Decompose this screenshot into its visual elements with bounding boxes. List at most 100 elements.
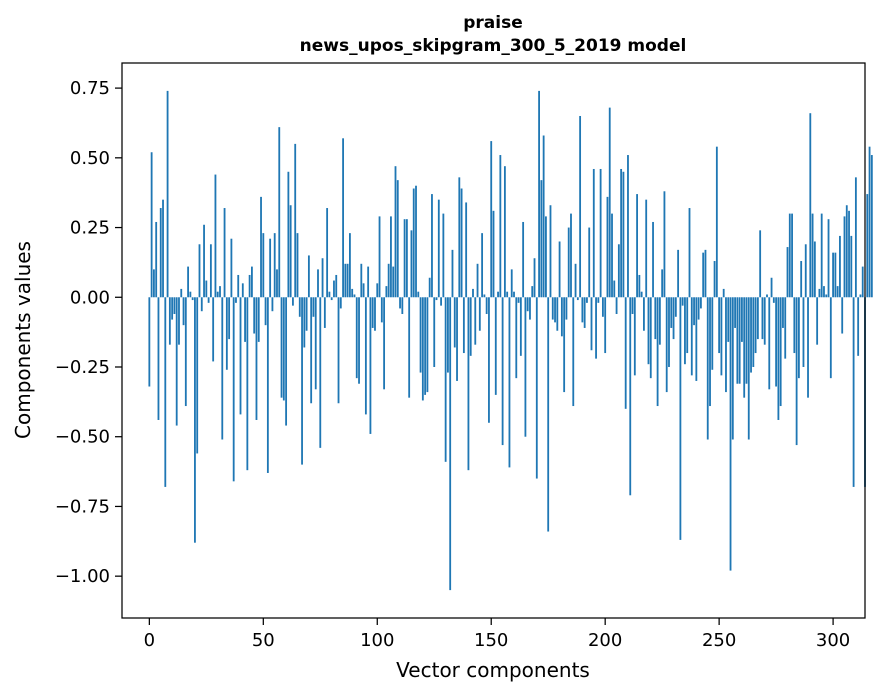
- bar-7: [164, 297, 167, 487]
- bar-122: [426, 297, 429, 393]
- bar-299: [829, 297, 832, 379]
- bar-79: [328, 291, 331, 298]
- bar-311: [857, 297, 860, 356]
- bar-243: [702, 252, 705, 298]
- bar-285: [797, 297, 800, 379]
- bar-186: [572, 297, 575, 407]
- bar-54: [271, 297, 274, 312]
- bar-228: [668, 297, 670, 367]
- bar-192: [586, 297, 588, 303]
- y-tick-label-7: 0.75: [70, 78, 110, 99]
- bar-140: [467, 297, 470, 471]
- bar-269: [761, 297, 764, 340]
- bar-224: [658, 297, 661, 345]
- bar-267: [756, 297, 759, 340]
- bar-107: [392, 266, 395, 298]
- axes-ticks: 0 50 100 150 200 250 300 −1.00 −0.75 −0.50 −0.25 0.…: [55, 78, 850, 651]
- bar-9: [168, 297, 171, 345]
- bar-160: [513, 291, 515, 298]
- bar-307: [848, 210, 850, 298]
- bar-92: [358, 297, 360, 384]
- bar-102: [380, 297, 383, 323]
- bar-206: [617, 244, 620, 298]
- bar-259: [738, 297, 741, 384]
- x-tick-label-1: 50: [252, 630, 275, 651]
- bar-204: [613, 280, 616, 298]
- bar-317: [870, 155, 873, 298]
- bar-295: [820, 213, 823, 298]
- bar-136: [458, 177, 461, 298]
- bar-66: [298, 297, 301, 317]
- bar-242: [699, 297, 702, 309]
- bar-265: [752, 297, 755, 367]
- bar-191: [583, 297, 586, 328]
- bar-173: [542, 135, 545, 298]
- bar-1: [150, 152, 153, 298]
- bar-291: [811, 213, 814, 298]
- bar-56: [276, 269, 278, 298]
- bar-96: [367, 266, 370, 298]
- bar-68: [303, 297, 306, 348]
- bar-104: [385, 286, 388, 298]
- bar-18: [189, 291, 192, 298]
- bar-111: [401, 297, 404, 314]
- bar-43: [246, 297, 249, 471]
- bar-232: [677, 249, 680, 298]
- bar-276: [777, 297, 780, 420]
- bars-group: [148, 90, 873, 591]
- bar-225: [661, 269, 664, 298]
- y-tick-label-1: −0.75: [55, 496, 110, 517]
- bar-233: [679, 297, 682, 540]
- bar-105: [387, 263, 390, 298]
- bar-282: [791, 213, 793, 298]
- bar-260: [741, 297, 743, 342]
- bar-147: [483, 294, 486, 298]
- bar-25: [205, 280, 208, 298]
- bar-65: [296, 233, 299, 298]
- bar-40: [239, 297, 242, 415]
- bar-144: [476, 263, 479, 298]
- bar-146: [481, 233, 484, 298]
- bar-22: [198, 244, 201, 298]
- bar-103: [383, 297, 386, 390]
- bar-3: [155, 221, 158, 298]
- bar-165: [524, 297, 527, 437]
- bar-237: [688, 208, 691, 298]
- bar-238: [690, 297, 693, 376]
- bar-184: [567, 227, 570, 298]
- bar-286: [800, 261, 803, 298]
- chart-title: praise: [463, 13, 523, 33]
- bar-180: [558, 241, 561, 298]
- bar-166: [526, 297, 529, 312]
- x-tick-label-3: 150: [474, 630, 508, 651]
- bar-64: [294, 143, 297, 298]
- bar-216: [640, 291, 643, 298]
- bar-284: [795, 297, 798, 446]
- bar-89: [351, 288, 354, 298]
- bar-20: [194, 297, 196, 543]
- bar-85: [342, 138, 344, 298]
- bar-250: [718, 297, 721, 354]
- bar-254: [727, 297, 730, 342]
- bar-2: [153, 269, 155, 298]
- bar-153: [497, 291, 499, 298]
- bar-36: [230, 238, 233, 298]
- bar-256: [731, 297, 734, 440]
- bar-128: [440, 297, 442, 306]
- bar-168: [531, 286, 534, 298]
- bar-108: [394, 166, 397, 298]
- x-tick-label-6: 300: [816, 630, 850, 651]
- bar-248: [713, 261, 716, 298]
- bar-72: [312, 297, 315, 317]
- bar-11: [173, 297, 176, 314]
- bar-110: [399, 297, 401, 309]
- bar-124: [431, 194, 433, 298]
- bar-21: [196, 297, 199, 454]
- bar-208: [622, 171, 625, 298]
- bar-268: [759, 230, 762, 298]
- bar-190: [581, 297, 584, 323]
- bar-29: [214, 174, 217, 298]
- bar-158: [508, 297, 511, 468]
- bar-301: [834, 252, 837, 298]
- bar-309: [852, 297, 855, 487]
